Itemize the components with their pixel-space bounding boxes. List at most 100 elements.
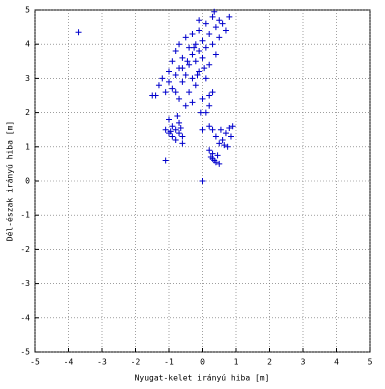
point (211, 8, 218, 15)
point (206, 61, 213, 68)
y-tick-label: 2 (25, 108, 30, 117)
point (206, 92, 213, 99)
point (206, 102, 213, 109)
point (179, 54, 186, 61)
point (177, 124, 184, 131)
y-axis-label: Dél-észak irányú hiba [m] (5, 121, 15, 241)
point (172, 71, 179, 78)
point (75, 29, 82, 36)
point (202, 44, 209, 51)
point (179, 133, 186, 140)
point (227, 133, 234, 140)
point (166, 78, 172, 85)
point (199, 95, 206, 102)
point (202, 75, 209, 82)
point (176, 95, 183, 102)
point (199, 126, 206, 133)
point (196, 17, 203, 24)
point (196, 68, 203, 75)
point (169, 133, 176, 140)
point (189, 51, 196, 58)
point (192, 58, 199, 65)
point (169, 58, 176, 65)
point (179, 78, 186, 85)
point (192, 82, 199, 89)
point (209, 89, 216, 96)
point (221, 142, 228, 149)
point (222, 27, 229, 34)
point (199, 37, 206, 44)
point (166, 68, 172, 75)
point (189, 99, 196, 106)
y-tick-label: 5 (25, 6, 30, 15)
y-tick-label: -2 (20, 245, 30, 254)
point (176, 119, 183, 126)
point (216, 140, 223, 147)
point (219, 20, 226, 27)
point (206, 123, 213, 130)
point (169, 123, 176, 130)
point (155, 82, 162, 89)
y-tick-label: 4 (25, 40, 30, 49)
point (162, 89, 169, 96)
point (214, 152, 221, 159)
point (209, 41, 216, 48)
point (216, 160, 223, 167)
point (172, 48, 179, 55)
point (174, 113, 181, 120)
x-tick-label: 4 (334, 358, 339, 367)
point (192, 41, 199, 48)
point (202, 109, 209, 116)
point (199, 178, 206, 184)
x-tick-label: -1 (164, 358, 174, 367)
point (202, 20, 209, 27)
x-tick-label: -5 (30, 358, 40, 367)
point (179, 65, 186, 72)
y-tick-label: 0 (25, 177, 30, 186)
point (194, 71, 201, 78)
point (184, 58, 191, 65)
x-tick-label: 0 (200, 358, 205, 367)
point (191, 44, 198, 51)
x-tick-label: -3 (97, 358, 107, 367)
point (206, 30, 213, 37)
point (206, 147, 213, 154)
point (209, 155, 216, 162)
x-tick-label: 3 (301, 358, 306, 367)
point (186, 44, 193, 51)
point (216, 17, 223, 24)
point (201, 65, 208, 72)
x-tick-label: -4 (64, 358, 74, 367)
y-tick-label: -5 (20, 348, 30, 357)
point (186, 61, 193, 68)
point (229, 123, 236, 130)
x-tick-label: 2 (267, 358, 272, 367)
point (182, 71, 189, 78)
point (212, 159, 219, 166)
x-tick-label: 5 (368, 358, 373, 367)
point (197, 109, 204, 116)
point (196, 27, 203, 34)
point (189, 30, 196, 37)
point (172, 89, 179, 96)
x-tick-label: 1 (234, 358, 239, 367)
y-tick-label: -4 (20, 313, 30, 322)
point (199, 54, 206, 61)
point (224, 143, 231, 150)
point (162, 157, 169, 164)
point (172, 126, 179, 133)
point (212, 133, 219, 140)
point (172, 136, 179, 143)
point (222, 130, 229, 137)
x-axis-label: Nyugat-kelet irányú hiba [m] (135, 374, 270, 383)
point (179, 140, 186, 147)
point (149, 92, 156, 99)
point (167, 128, 174, 135)
point (217, 126, 224, 133)
point (226, 124, 233, 131)
point (209, 13, 216, 20)
point (186, 89, 193, 96)
point (209, 150, 216, 157)
point (226, 13, 233, 20)
